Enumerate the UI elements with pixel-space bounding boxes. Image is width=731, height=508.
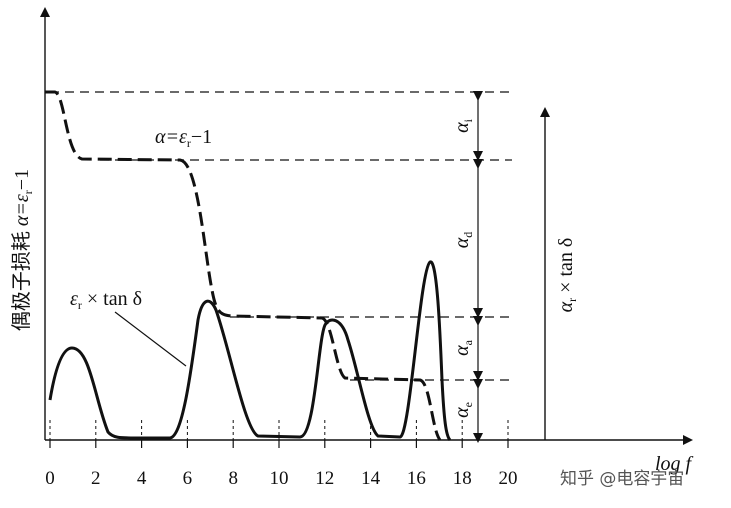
x-tick-label: 0 [45, 468, 55, 489]
level-label: αi [451, 118, 475, 133]
x-tick-label: 6 [183, 468, 193, 489]
alpha-curve-label: α=εr−1 [155, 126, 212, 150]
leader-line [114, 311, 187, 367]
loss-curve-label: εr × tan δ [70, 288, 142, 312]
x-tick-label: 8 [228, 468, 238, 489]
loss-curve [48, 260, 452, 442]
level-label: αe [451, 402, 475, 418]
x-tick-label: 12 [315, 468, 334, 489]
level-label: αa [451, 339, 475, 356]
watermark: 知乎 @电容宇宙 [560, 469, 684, 489]
x-tick-label: 14 [361, 468, 381, 489]
x-tick-label: 18 [453, 468, 472, 489]
alpha-curve [45, 90, 442, 441]
x-tick-label: 4 [137, 468, 147, 489]
y2-axis-label: αr × tan δ [555, 238, 579, 313]
x-tick-label: 10 [270, 468, 289, 489]
y-axis-label: 偶极子损耗 α=εr−1 [10, 169, 35, 331]
x-axis-label: log f [655, 453, 694, 475]
x-tick-label: 16 [407, 468, 426, 489]
level-label: αd [451, 232, 475, 249]
x-tick-label: 2 [91, 468, 101, 489]
x-tick-label: 20 [499, 468, 518, 489]
